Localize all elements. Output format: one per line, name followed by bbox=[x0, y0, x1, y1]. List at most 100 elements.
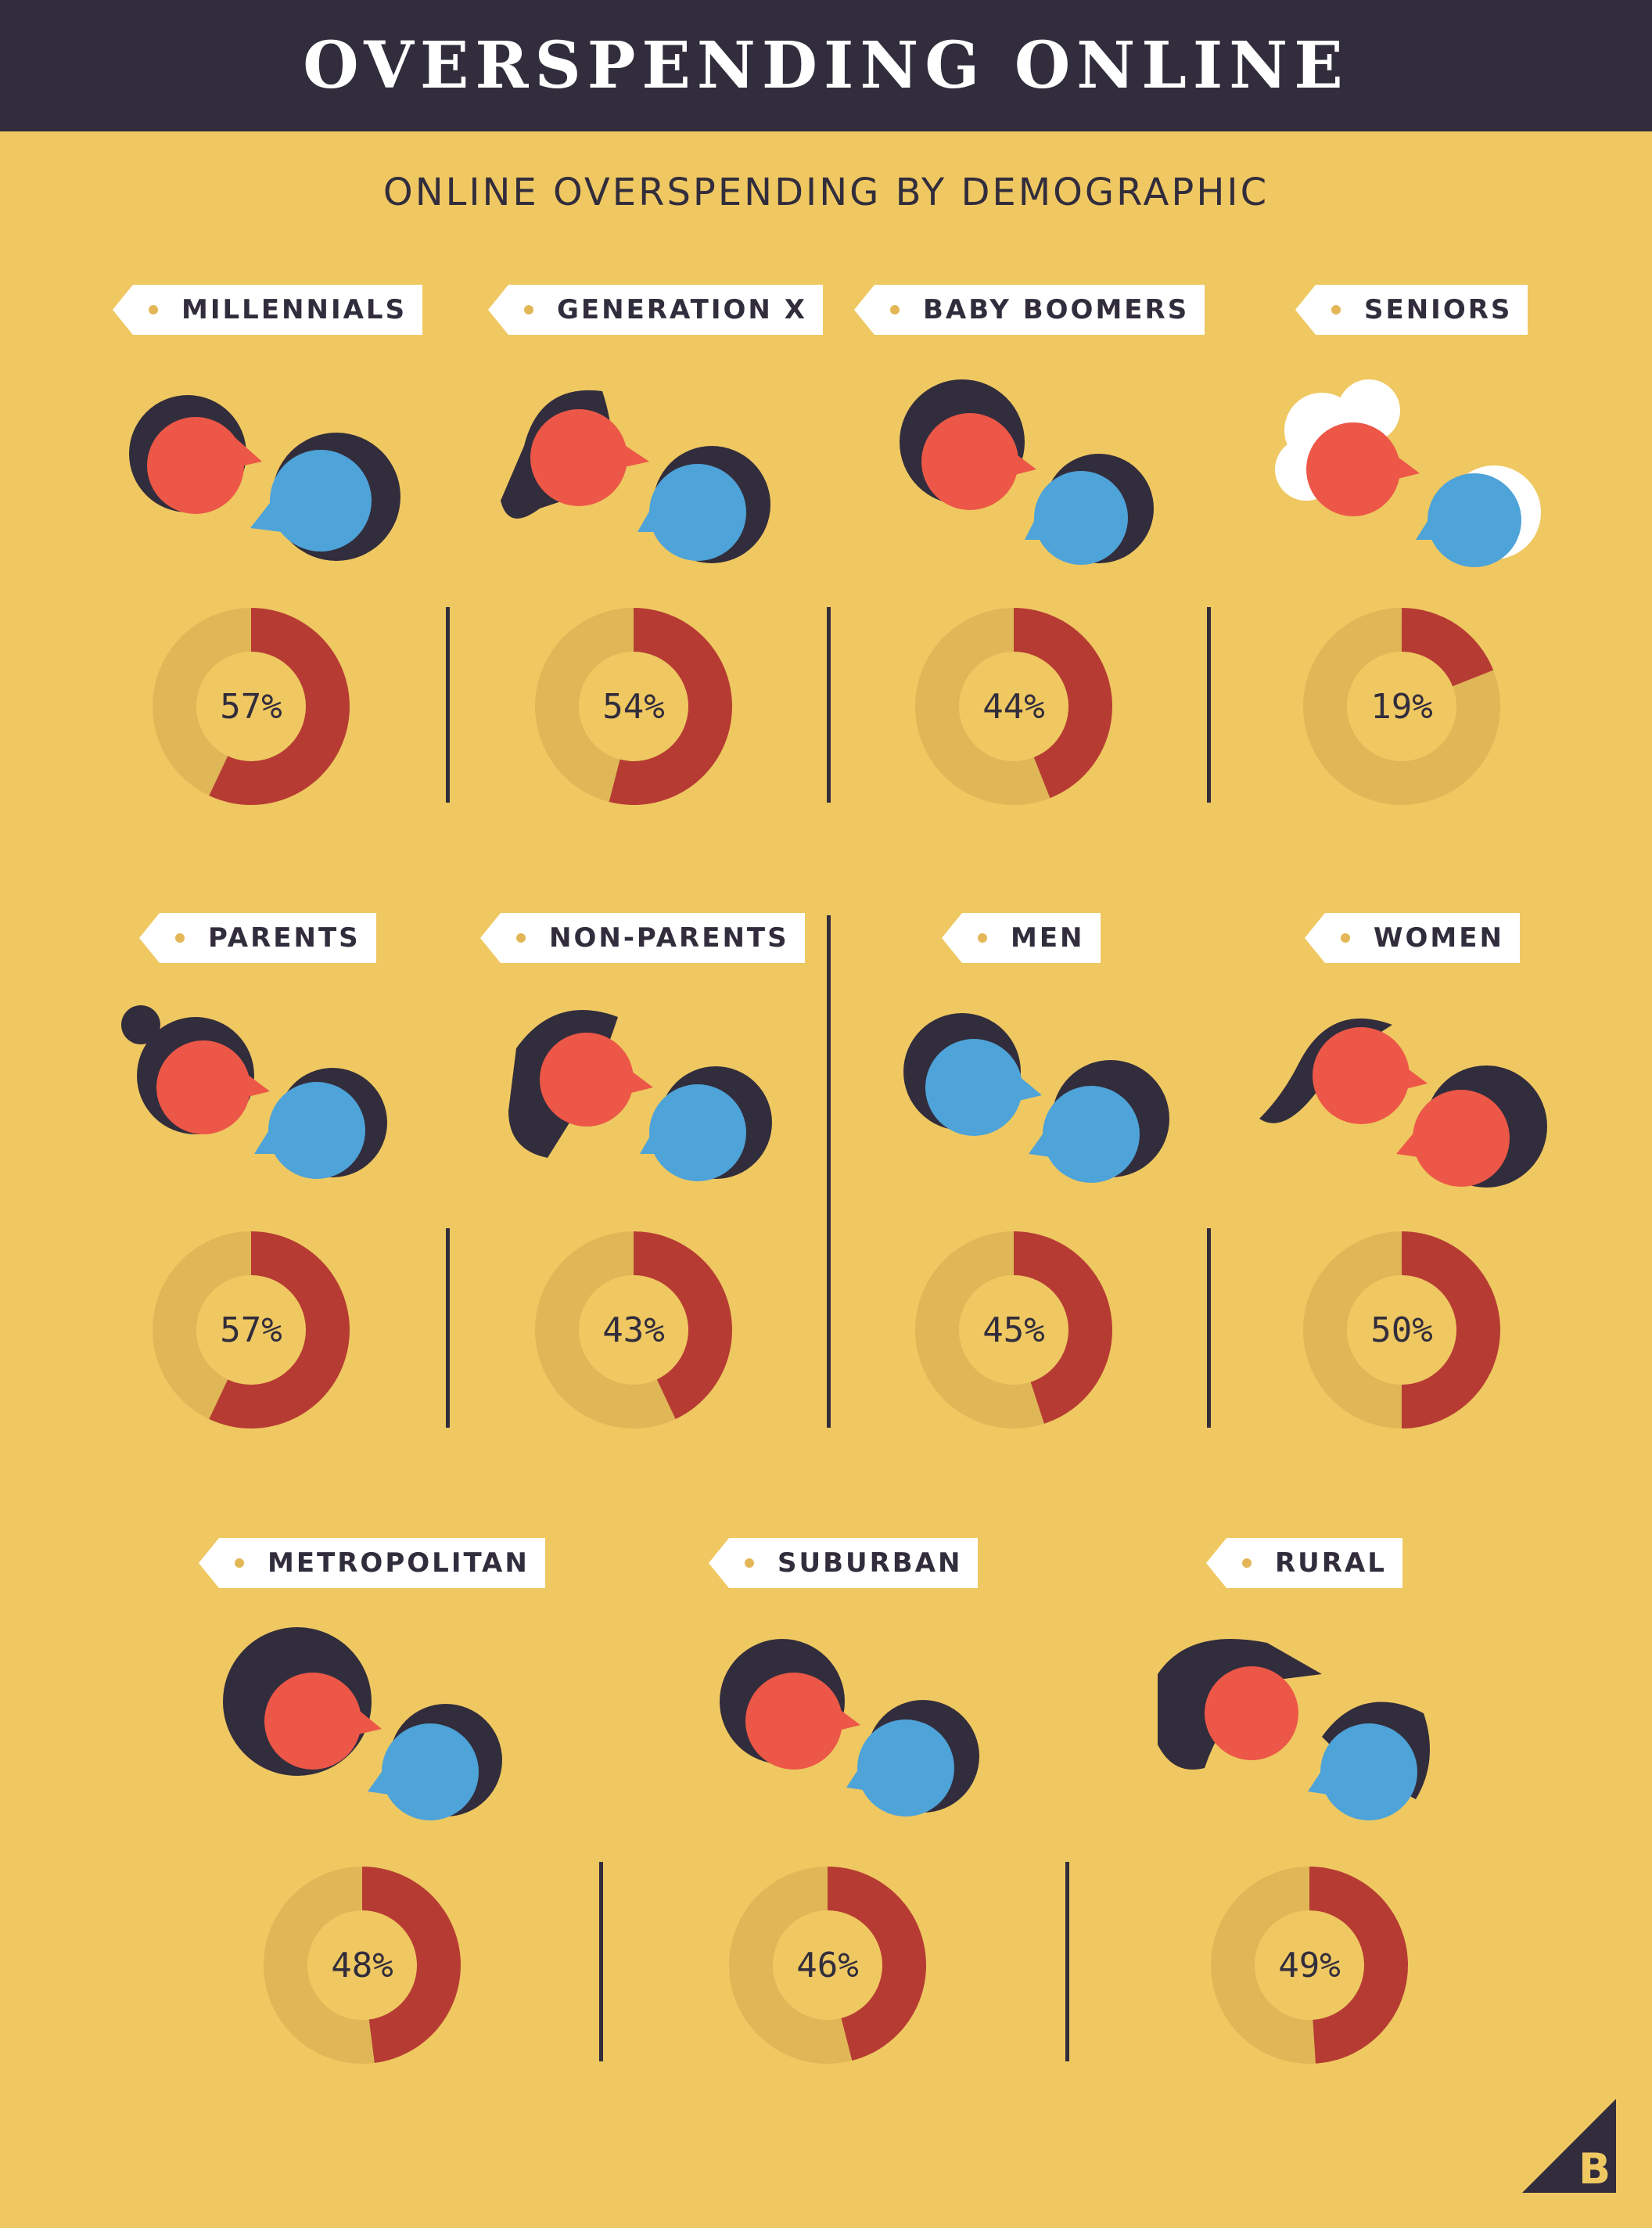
donut-chart-seniors bbox=[1303, 608, 1500, 805]
donut-value-segment bbox=[828, 1867, 926, 2061]
donut-chart-women bbox=[1302, 1231, 1500, 1428]
tag-dot bbox=[175, 933, 185, 943]
tag-seniors: SENIORS bbox=[1295, 285, 1528, 335]
donut-remainder-segment bbox=[1303, 608, 1500, 805]
donut-value-segment bbox=[1309, 1867, 1409, 2064]
tag-dot bbox=[1242, 1558, 1252, 1568]
donut-value-segment bbox=[209, 1231, 350, 1428]
donut-remainder-segment bbox=[264, 1867, 375, 2064]
donut-chart-generation-x bbox=[534, 608, 732, 805]
donut-value-label: 57% bbox=[220, 1310, 282, 1350]
tag-label: RURAL bbox=[1275, 1547, 1387, 1579]
donut-remainder-segment bbox=[152, 1231, 251, 1420]
donut-value-segment bbox=[1014, 608, 1113, 799]
donut-remainder-segment bbox=[1211, 1867, 1316, 2064]
divider bbox=[1207, 607, 1211, 803]
divider bbox=[1207, 1228, 1211, 1428]
donut-chart-metropolitan bbox=[264, 1867, 461, 2064]
tag-dot bbox=[149, 305, 158, 314]
tag-label: SUBURBAN bbox=[778, 1547, 963, 1579]
donut-value-label: 54% bbox=[602, 687, 665, 727]
donut-chart-rural bbox=[1211, 1867, 1409, 2064]
donut-value-label: 43% bbox=[602, 1310, 665, 1350]
face-illustration-icon bbox=[129, 395, 400, 561]
donut-chart-suburban bbox=[729, 1867, 926, 2064]
face-illustration-icon bbox=[900, 379, 1154, 565]
donut-value-segment bbox=[1402, 1231, 1500, 1428]
donut-remainder-segment bbox=[729, 1867, 853, 2064]
divider bbox=[827, 915, 831, 1428]
tag-generation-x: GENERATION X bbox=[488, 285, 823, 335]
divider bbox=[446, 1228, 450, 1428]
donut-value-label: 19% bbox=[1370, 687, 1433, 727]
donut-remainder-segment bbox=[535, 1231, 676, 1428]
tag-dot bbox=[524, 305, 533, 314]
bigcommerce-logo-icon: B bbox=[1522, 2099, 1616, 2193]
tag-dot bbox=[1331, 305, 1341, 314]
donut-remainder-segment bbox=[534, 608, 634, 803]
tag-rural: RURAL bbox=[1206, 1538, 1402, 1588]
face-illustration-icon bbox=[1259, 1018, 1547, 1188]
tag-label: WOMEN bbox=[1374, 922, 1504, 954]
tag-dot bbox=[1341, 933, 1350, 943]
donut-value-label: 50% bbox=[1370, 1310, 1433, 1350]
donut-value-label: 49% bbox=[1278, 1946, 1341, 1985]
tag-label: MEN bbox=[1011, 922, 1085, 954]
tag-metropolitan: METROPOLITAN bbox=[199, 1538, 545, 1588]
face-illustration-icon bbox=[1158, 1639, 1430, 1820]
tag-label: METROPOLITAN bbox=[268, 1547, 530, 1579]
tag-women: WOMEN bbox=[1305, 913, 1520, 963]
donut-remainder-segment bbox=[1302, 1231, 1402, 1428]
tag-dot bbox=[516, 933, 526, 943]
tag-men: MEN bbox=[942, 913, 1101, 963]
donut-value-label: 48% bbox=[331, 1946, 393, 1985]
divider bbox=[446, 607, 450, 803]
tag-parents: PARENTS bbox=[139, 913, 376, 963]
tag-label: PARENTS bbox=[208, 922, 361, 954]
donut-value-segment bbox=[634, 1231, 732, 1420]
tag-baby-boomers: BABY BOOMERS bbox=[853, 285, 1205, 335]
tag-label: GENERATION X bbox=[557, 294, 807, 325]
tag-suburban: SUBURBAN bbox=[708, 1538, 979, 1588]
donut-value-label: 44% bbox=[982, 687, 1045, 727]
donut-chart-millennials bbox=[152, 608, 350, 805]
tag-non-parents: NON-PARENTS bbox=[480, 913, 805, 963]
donut-chart-parents bbox=[152, 1231, 350, 1428]
divider bbox=[1065, 1862, 1069, 2061]
face-illustration-icon bbox=[903, 1013, 1169, 1183]
donut-value-segment bbox=[362, 1867, 461, 2064]
donut-chart-men bbox=[915, 1231, 1112, 1428]
donut-value-label: 57% bbox=[220, 687, 282, 727]
tag-dot bbox=[890, 305, 900, 314]
donut-value-label: 45% bbox=[982, 1310, 1045, 1350]
face-illustration-icon bbox=[720, 1639, 979, 1817]
tag-dot bbox=[978, 933, 987, 943]
donut-remainder-segment bbox=[152, 608, 251, 796]
face-illustration-icon bbox=[121, 1005, 387, 1179]
face-illustration-icon bbox=[501, 390, 770, 563]
tag-label: SENIORS bbox=[1364, 294, 1513, 325]
donut-chart-baby-boomers bbox=[915, 608, 1113, 805]
tag-dot bbox=[745, 1558, 754, 1568]
tag-label: MILLENNIALS bbox=[181, 294, 408, 325]
face-illustration-icon bbox=[508, 1010, 772, 1181]
donut-remainder-segment bbox=[915, 1231, 1044, 1428]
page-title: OVERSPENDING ONLINE bbox=[303, 28, 1349, 103]
divider bbox=[827, 607, 831, 803]
donut-value-segment bbox=[609, 608, 732, 805]
donut-value-segment bbox=[1014, 1231, 1112, 1424]
tag-label: BABY BOOMERS bbox=[923, 294, 1190, 325]
chart-subtitle: ONLINE OVERSPENDING BY DEMOGRAPHIC bbox=[382, 171, 1270, 214]
donut-remainder-segment bbox=[915, 608, 1050, 805]
donut-chart-non-parents bbox=[535, 1231, 732, 1428]
header-bar: OVERSPENDING ONLINE bbox=[0, 0, 1652, 131]
tag-dot bbox=[235, 1558, 244, 1568]
svg-text:B: B bbox=[1578, 2144, 1611, 2193]
divider bbox=[599, 1862, 603, 2061]
donut-value-segment bbox=[209, 608, 350, 805]
donut-value-segment bbox=[1402, 608, 1494, 687]
tag-millennials: MILLENNIALS bbox=[112, 285, 423, 335]
face-illustration-icon bbox=[1275, 379, 1541, 567]
tag-label: NON-PARENTS bbox=[549, 922, 789, 954]
face-illustration-icon bbox=[223, 1627, 502, 1820]
